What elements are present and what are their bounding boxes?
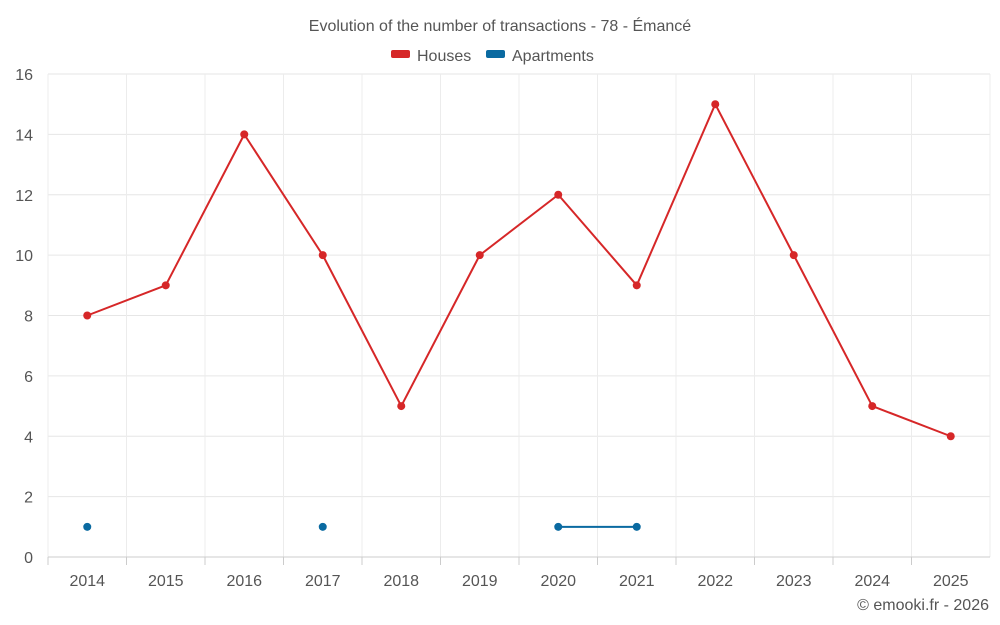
data-point-houses: [240, 130, 249, 139]
y-tick-label: 12: [15, 188, 33, 205]
data-point-apartments: [632, 522, 641, 531]
x-tick-label: 2025: [933, 573, 969, 590]
legend-label: Houses: [417, 48, 471, 65]
legend-item-houses: Houses: [391, 48, 471, 65]
x-tick-label: 2016: [226, 573, 262, 590]
data-point-houses: [789, 251, 798, 260]
data-point-houses: [318, 251, 327, 260]
y-tick-label: 6: [24, 369, 33, 386]
data-point-apartments: [318, 522, 327, 531]
x-tick-label: 2023: [776, 573, 812, 590]
legend-swatch: [486, 50, 505, 58]
series-apartments: [83, 522, 641, 531]
series-houses: [83, 100, 955, 441]
legend-item-apartments: Apartments: [486, 48, 594, 65]
data-point-houses: [868, 402, 877, 411]
y-tick-label: 10: [15, 248, 33, 265]
data-point-houses: [161, 281, 170, 290]
x-tick-label: 2015: [148, 573, 184, 590]
x-tick-label: 2022: [697, 573, 733, 590]
y-tick-label: 4: [24, 429, 33, 446]
y-tick-label: 2: [24, 490, 33, 507]
legend-label: Apartments: [512, 48, 594, 65]
y-tick-label: 0: [24, 550, 33, 567]
axes: 0 2 4 6 8 10 12 14 16 2014 2015 2016 2017 2018 2019 202…: [15, 67, 990, 590]
x-tick-label: 2019: [462, 573, 498, 590]
credit-text: © emooki.fr - 2026: [857, 597, 989, 614]
series-layer: [83, 100, 955, 531]
y-tick-label: 8: [24, 309, 33, 326]
grid: [47, 73, 991, 557]
x-tick-label: 2020: [540, 573, 576, 590]
x-tick-label: 2018: [383, 573, 419, 590]
data-point-houses: [946, 432, 955, 441]
data-point-houses: [554, 190, 563, 199]
data-point-apartments: [554, 522, 563, 531]
x-tick-label: 2024: [854, 573, 890, 590]
x-tick-label: 2014: [69, 573, 105, 590]
legend-swatch: [391, 50, 410, 58]
data-point-houses: [711, 100, 720, 109]
chart-title: Evolution of the number of transactions …: [309, 16, 692, 35]
data-point-houses: [632, 281, 641, 290]
x-tick-label: 2021: [619, 573, 655, 590]
series-line-houses: [86, 103, 952, 438]
data-point-houses: [397, 402, 406, 411]
y-tick-label: 16: [15, 67, 33, 84]
data-point-apartments: [83, 522, 92, 531]
y-tick-label: 14: [15, 127, 33, 144]
data-point-houses: [475, 251, 484, 260]
x-tick-label: 2017: [305, 573, 341, 590]
legend: Houses Apartments: [391, 48, 594, 65]
data-point-houses: [83, 311, 92, 320]
